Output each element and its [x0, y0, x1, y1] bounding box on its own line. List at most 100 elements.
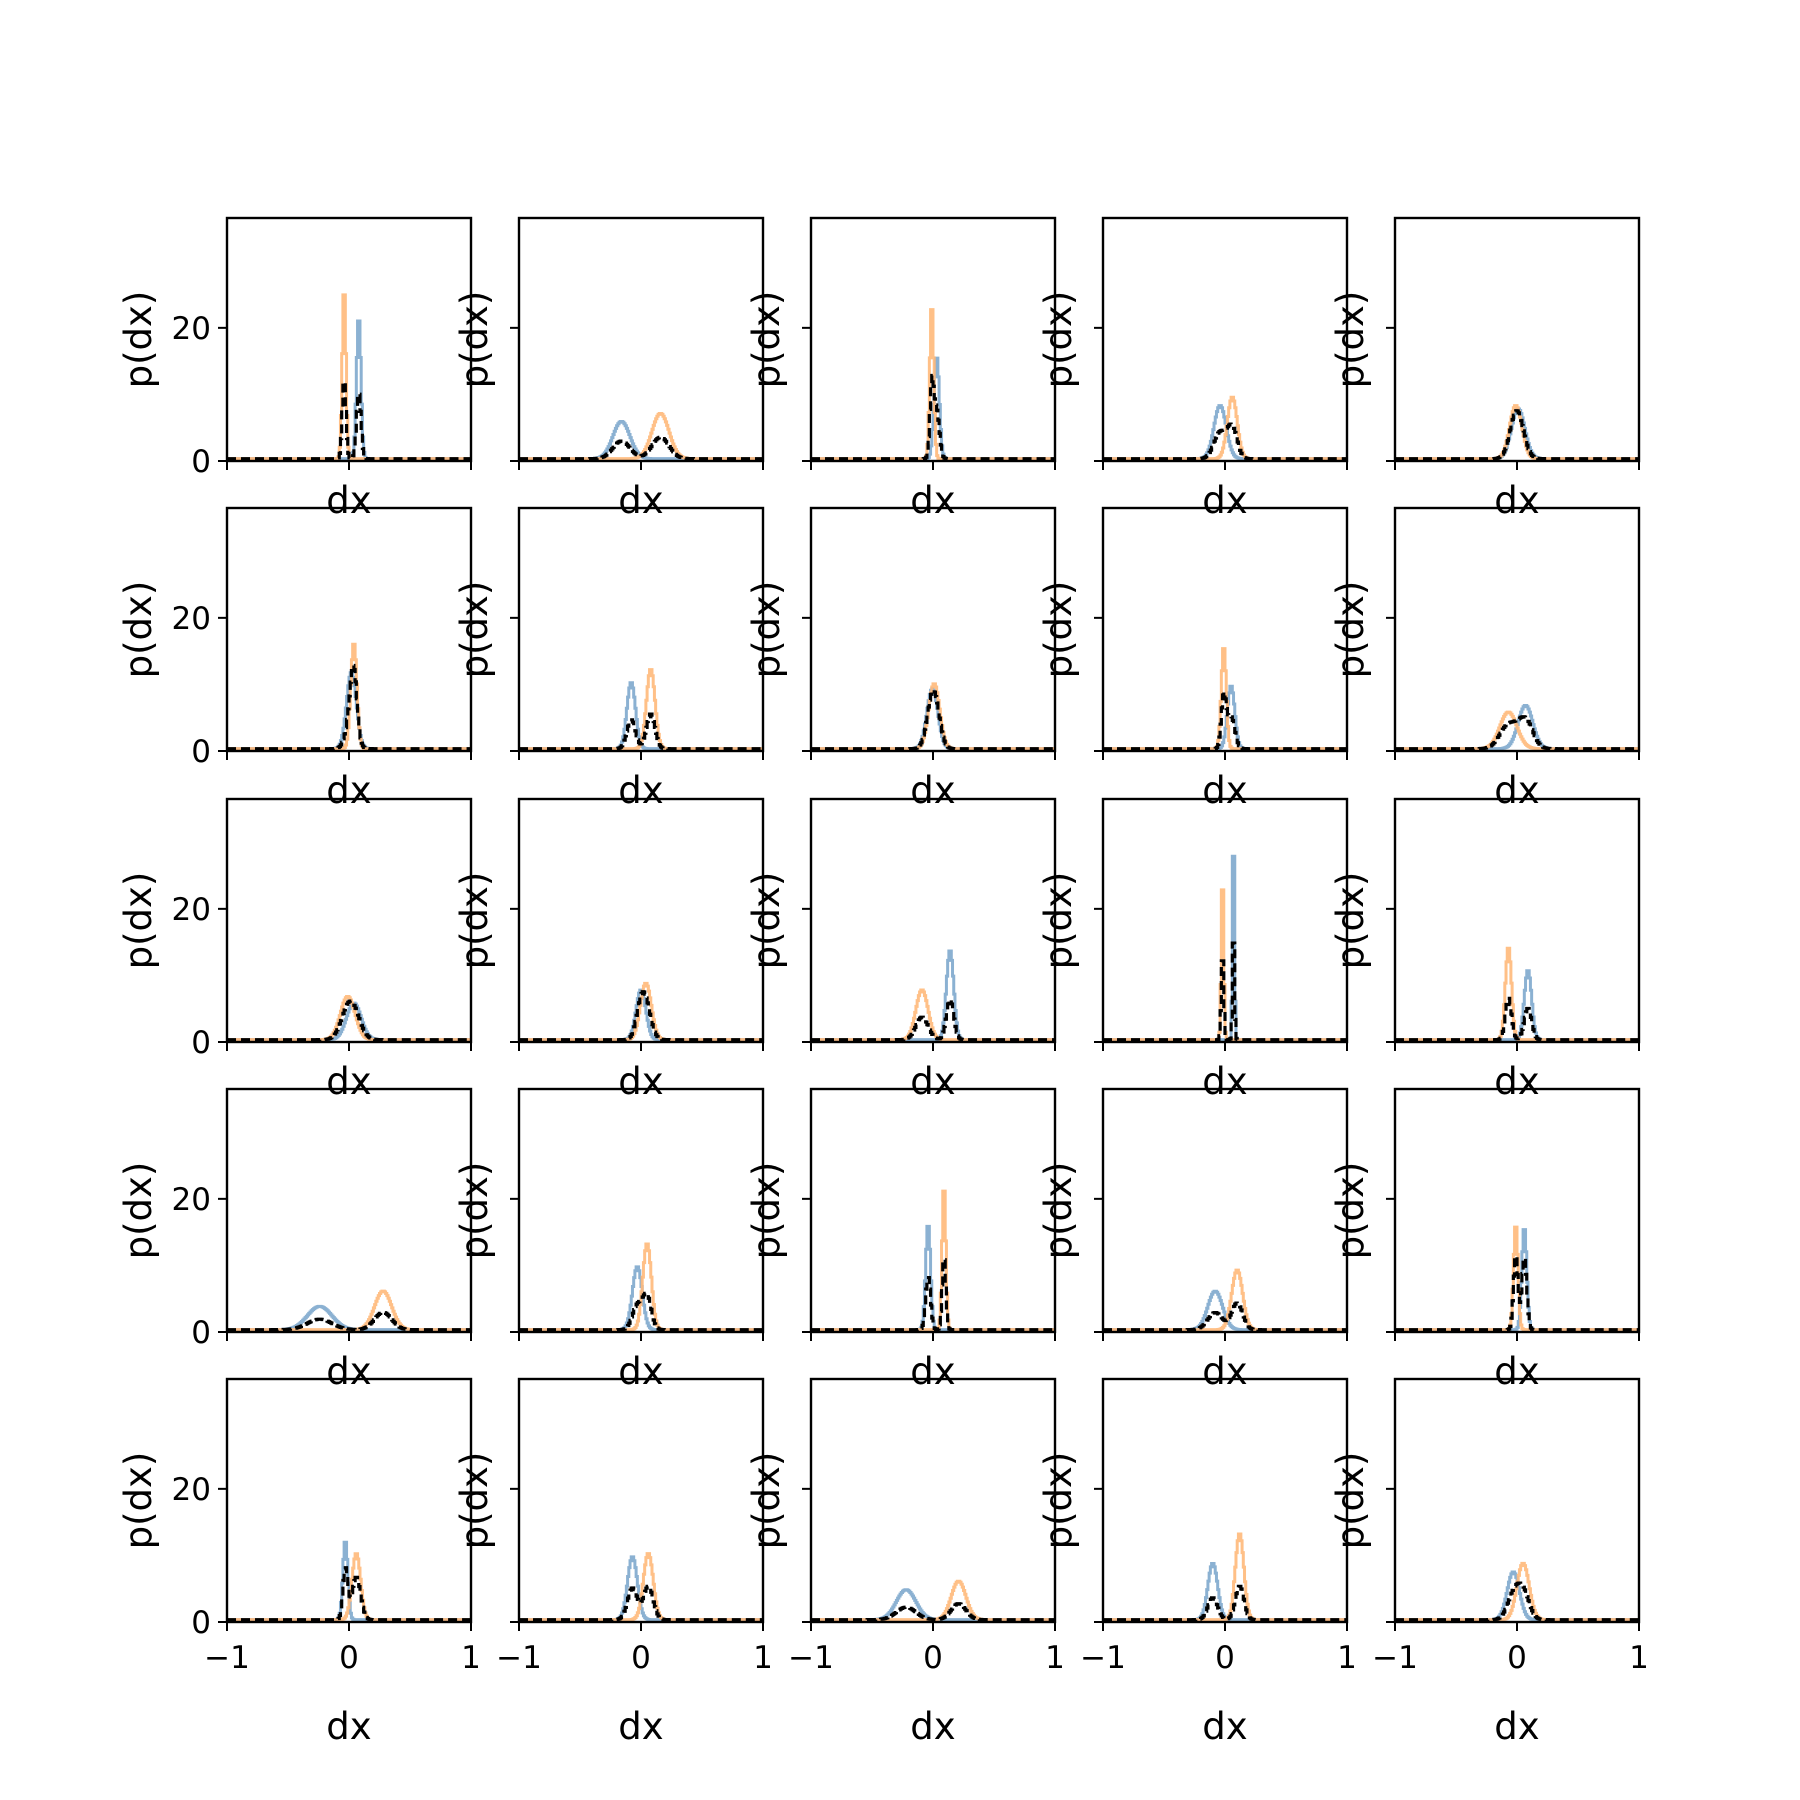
- panel-r3-c2: dx p(dx): [745, 1087, 1057, 1393]
- panel-r1-c2: dx p(dx): [745, 506, 1057, 812]
- x-tick-label: 0: [923, 1640, 943, 1676]
- panel-r3-c3: dx p(dx): [1037, 1087, 1349, 1393]
- panel-r2-c1: dx p(dx): [453, 797, 765, 1103]
- x-axis-label: dx: [1494, 479, 1539, 522]
- series-a-histogram: [811, 1224, 1055, 1332]
- x-axis-label: dx: [326, 769, 371, 812]
- combined-histogram: [811, 998, 1055, 1042]
- y-axis-label: p(dx): [117, 291, 160, 389]
- combined-histogram: [227, 1566, 471, 1622]
- combined-histogram: [811, 373, 1055, 461]
- x-tick-label: −1: [496, 1640, 542, 1676]
- axes-frame: [809, 506, 1057, 753]
- y-axis-label: p(dx): [453, 291, 496, 389]
- series-a-histogram: [227, 1304, 471, 1332]
- panel-r0-c1: dx p(dx): [453, 216, 765, 522]
- y-axis-label: p(dx): [453, 581, 496, 679]
- x-tick-label: 1: [753, 1640, 773, 1676]
- x-tick-label: 1: [461, 1640, 481, 1676]
- x-tick-label: 1: [1629, 1640, 1649, 1676]
- panel-r2-c3: dx p(dx): [1037, 797, 1349, 1103]
- x-tick-label: 0: [631, 1640, 651, 1676]
- x-axis-label: dx: [1494, 769, 1539, 812]
- x-tick-label: 1: [1045, 1640, 1065, 1676]
- combined-histogram: [1103, 941, 1347, 1042]
- x-tick-label: 0: [339, 1640, 359, 1676]
- x-axis-label: dx: [618, 1350, 663, 1393]
- combined-histogram: [1395, 1254, 1639, 1332]
- y-tick-label: 0: [191, 734, 211, 770]
- y-axis-label: p(dx): [1037, 1162, 1080, 1260]
- y-axis-label: p(dx): [745, 1452, 788, 1550]
- panel-r0-c2: dx p(dx): [745, 216, 1057, 522]
- x-axis-label: dx: [326, 479, 371, 522]
- panel-r4-c3: −1 0 1 dx p(dx): [1037, 1377, 1357, 1748]
- series-a-histogram: [811, 687, 1055, 751]
- series-b-histogram: [811, 1579, 1055, 1622]
- axes-frame: [1393, 1087, 1641, 1334]
- y-axis-label: p(dx): [117, 581, 160, 679]
- panel-r0-c3: dx p(dx): [1037, 216, 1349, 522]
- y-axis-label: p(dx): [745, 1162, 788, 1260]
- combined-histogram: [1395, 996, 1639, 1042]
- y-axis-label: p(dx): [453, 1452, 496, 1550]
- combined-histogram: [1395, 1581, 1639, 1622]
- panel-r4-c4: −1 0 1 dx p(dx): [1329, 1377, 1649, 1748]
- x-axis-label: dx: [910, 1350, 955, 1393]
- panel-r4-c1: −1 0 1 dx p(dx): [453, 1377, 773, 1748]
- panel-r3-c1: dx p(dx): [453, 1087, 765, 1393]
- combined-histogram: [1103, 690, 1347, 751]
- panel-r1-c3: dx p(dx): [1037, 506, 1349, 812]
- y-axis-label: p(dx): [1037, 1452, 1080, 1550]
- x-axis-label: dx: [910, 769, 955, 812]
- series-b-histogram: [519, 1242, 763, 1332]
- y-tick-label: 20: [172, 1182, 211, 1218]
- combined-histogram: [227, 380, 471, 461]
- panel-r4-c2: −1 0 1 dx p(dx): [745, 1377, 1065, 1748]
- y-tick-label: 0: [191, 444, 211, 480]
- x-axis-label: dx: [618, 1060, 663, 1103]
- y-axis-label: p(dx): [1329, 1162, 1372, 1260]
- combined-histogram: [1103, 1584, 1347, 1622]
- panel-r2-c4: dx p(dx): [1329, 797, 1641, 1103]
- y-axis-label: p(dx): [453, 872, 496, 970]
- x-axis-label: dx: [1202, 769, 1247, 812]
- y-axis-label: p(dx): [1329, 1452, 1372, 1550]
- axes-frame: [517, 506, 765, 753]
- series-a-histogram: [1395, 969, 1639, 1042]
- y-axis-label: p(dx): [117, 1452, 160, 1550]
- y-axis-label: p(dx): [745, 291, 788, 389]
- y-axis-label: p(dx): [1037, 581, 1080, 679]
- panel-r1-c4: dx p(dx): [1329, 506, 1641, 812]
- combined-histogram: [227, 999, 471, 1042]
- x-axis-label: dx: [910, 479, 955, 522]
- combined-histogram: [1103, 422, 1347, 461]
- series-b-histogram: [1395, 710, 1639, 751]
- axes-frame: [809, 1377, 1057, 1624]
- axes-frame: [1101, 1087, 1349, 1334]
- y-axis-label: p(dx): [1037, 291, 1080, 389]
- combined-histogram: [811, 1258, 1055, 1332]
- combined-histogram: [519, 1584, 763, 1622]
- series-b-histogram: [519, 412, 763, 461]
- combined-histogram: [811, 688, 1055, 751]
- axes-frame: [1393, 506, 1641, 753]
- panel-r1-c1: dx p(dx): [453, 506, 765, 812]
- y-axis-label: p(dx): [117, 1162, 160, 1260]
- panel-r3-c4: dx p(dx): [1329, 1087, 1641, 1393]
- axes-frame: [1101, 506, 1349, 753]
- x-axis-label: dx: [1202, 479, 1247, 522]
- panel-r0-c0: 0 20 dx p(dx): [117, 216, 473, 522]
- y-axis-label: p(dx): [1329, 291, 1372, 389]
- panel-r1-c0: 0 20 dx p(dx): [117, 506, 473, 812]
- y-tick-label: 20: [172, 1472, 211, 1508]
- x-tick-label: −1: [204, 1640, 250, 1676]
- combined-histogram: [519, 990, 763, 1042]
- x-axis-label: dx: [1494, 1060, 1539, 1103]
- x-tick-label: −1: [788, 1640, 834, 1676]
- series-b-histogram: [1395, 1561, 1639, 1622]
- y-axis-label: p(dx): [117, 872, 160, 970]
- panel-r2-c2: dx p(dx): [745, 797, 1057, 1103]
- combined-histogram: [1395, 409, 1639, 461]
